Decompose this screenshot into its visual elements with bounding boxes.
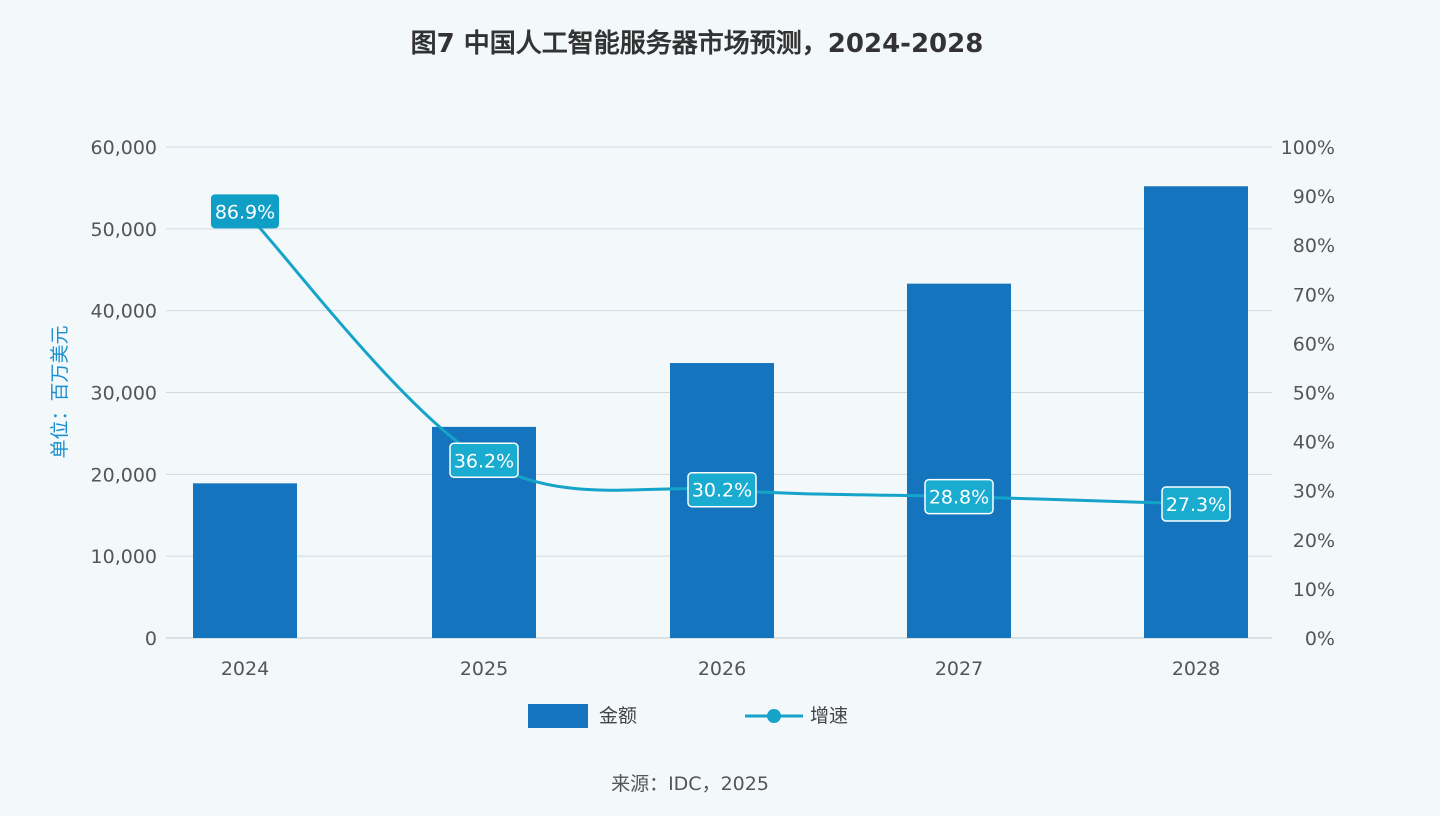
legend-line-marker [767,709,781,723]
data-label: 86.9% [215,201,275,223]
right-tick-label: 0% [1305,628,1335,650]
left-tick-label: 50,000 [91,219,157,241]
x-tick-label: 2027 [935,658,983,680]
bar [1144,186,1248,638]
data-labels: 86.9% 36.2% 30.2% 28.8% 27.3% [211,194,1231,522]
data-label-box [1161,486,1231,522]
left-tick-label: 0 [145,628,157,650]
source-note: 来源：IDC，2025 [611,773,769,795]
right-tick-label: 90% [1293,186,1335,208]
data-label-box [924,478,994,515]
right-tick-label: 60% [1293,333,1335,355]
x-tick-label: 2026 [698,658,746,680]
data-label-box [449,442,519,479]
left-tick-label: 60,000 [91,137,157,159]
left-tick-label: 10,000 [91,546,157,568]
legend: 金额 增速 [528,704,848,728]
chart-title: 图7 中国人工智能服务器市场预测，2024-2028 [411,28,984,59]
data-label: 30.2% [692,480,752,502]
left-tick-label: 40,000 [91,301,157,323]
bar-series [193,186,1248,638]
bar [193,483,297,638]
left-axis-ticks: 0 10,000 20,000 30,000 40,000 50,000 60,000 [91,137,157,650]
data-label: 28.8% [929,487,989,509]
right-tick-label: 20% [1293,530,1335,552]
right-tick-label: 80% [1293,235,1335,257]
data-label: 36.2% [454,450,514,472]
data-label-box [687,471,757,508]
grid-lines [166,146,1272,639]
bar [907,283,1011,638]
y-axis-unit-label: 单位：百万美元 [49,325,71,458]
x-tick-label: 2025 [460,658,508,680]
x-axis-ticks: 2024 2025 2026 2027 2028 [221,658,1220,680]
right-tick-label: 50% [1293,383,1335,405]
right-tick-label: 100% [1281,137,1335,159]
data-label-box [211,194,279,229]
right-tick-label: 70% [1293,284,1335,306]
right-tick-label: 40% [1293,432,1335,454]
right-tick-label: 10% [1293,579,1335,601]
legend-bar-swatch [528,704,588,728]
x-tick-label: 2024 [221,658,269,680]
data-label: 27.3% [1166,494,1226,516]
right-axis-ticks: 0% 10% 20% 30% 40% 50% 60% 70% 80% 90% 100% [1281,137,1335,650]
right-tick-label: 30% [1293,481,1335,503]
legend-line-label: 增速 [810,705,848,727]
left-tick-label: 20,000 [91,464,157,486]
left-tick-label: 30,000 [91,383,157,405]
legend-bar-label: 金额 [599,705,637,727]
x-tick-label: 2028 [1172,658,1220,680]
